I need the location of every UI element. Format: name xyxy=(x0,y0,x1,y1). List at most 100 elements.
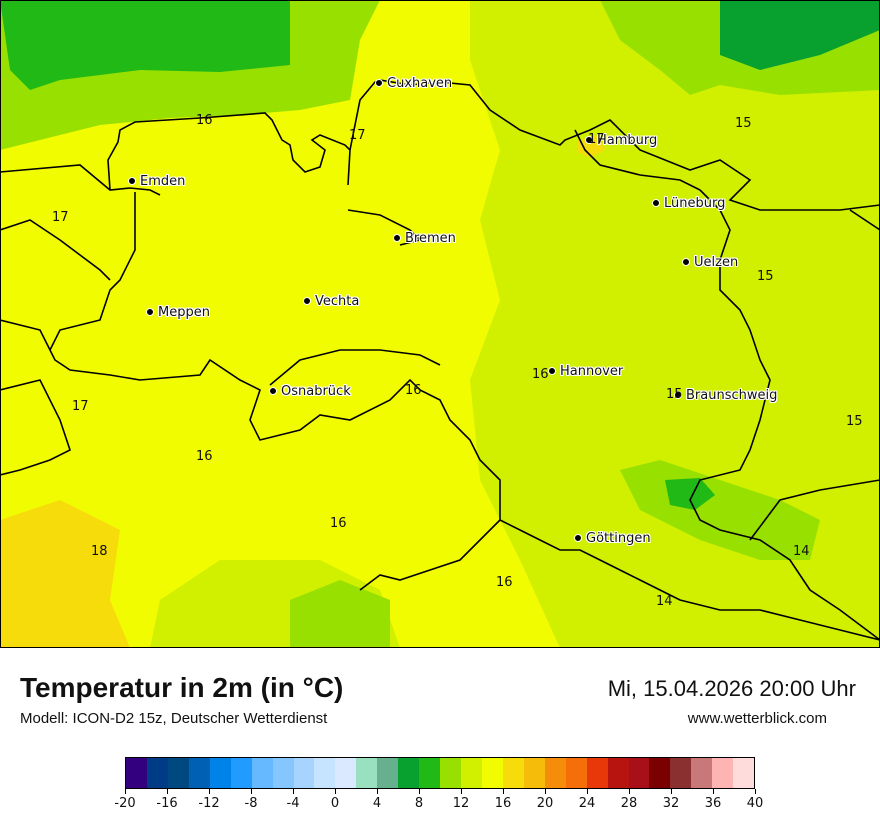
colorbar-segment xyxy=(461,758,482,788)
city-label: Hamburg xyxy=(585,134,657,147)
colorbar-segment xyxy=(565,758,587,788)
city-marker-icon xyxy=(682,257,690,266)
temperature-label: 15 xyxy=(846,414,863,429)
colorbar-segment xyxy=(188,758,210,788)
chart-title: Temperatur in 2m (in °C) xyxy=(20,672,344,703)
colorbar-segment xyxy=(314,758,336,788)
model-info: Modell: ICON-D2 15z, Deutscher Wetterdie… xyxy=(20,710,328,727)
colorbar-segment xyxy=(607,758,629,788)
city-label: Lüneburg xyxy=(652,197,725,210)
city-marker-icon xyxy=(574,533,582,542)
colorbar-tick xyxy=(334,789,336,794)
colorbar-tick xyxy=(502,789,504,794)
colorbar-segment xyxy=(209,758,231,788)
colorbar-tick-label: 8 xyxy=(414,796,424,811)
colorbar-tick-label: 20 xyxy=(536,796,554,811)
colorbar-tick xyxy=(250,789,252,794)
colorbar-segment xyxy=(502,758,524,788)
colorbar-tick-label: 28 xyxy=(620,796,638,811)
colorbar-tick xyxy=(754,789,756,794)
city-marker-icon xyxy=(146,307,154,316)
colorbar-segment xyxy=(335,758,357,788)
city-label: Uelzen xyxy=(682,256,738,269)
colorbar-segment xyxy=(440,758,461,788)
colorbar-tick-label: 12 xyxy=(452,796,470,811)
temperature-label: 15 xyxy=(757,269,774,284)
colorbar-tick xyxy=(208,789,210,794)
website-link[interactable]: www.wetterblick.com xyxy=(687,710,827,727)
colorbar xyxy=(125,757,755,789)
colorbar-segment xyxy=(230,758,252,788)
temperature-label: 17 xyxy=(52,210,69,225)
colorbar-segment xyxy=(523,758,545,788)
colorbar-segment xyxy=(733,758,755,788)
colorbar-tick xyxy=(376,789,378,794)
city-marker-icon xyxy=(652,198,660,207)
colorbar-tick-label: 36 xyxy=(704,796,722,811)
colorbar-tick xyxy=(124,789,126,794)
colorbar-segment xyxy=(481,758,503,788)
colorbar-tick xyxy=(418,789,420,794)
temperature-label: 16 xyxy=(496,575,513,590)
colorbar-tick-label: 0 xyxy=(330,796,340,811)
colorbar-tick-label: 4 xyxy=(372,796,382,811)
colorbar-segment xyxy=(146,758,168,788)
city-label: Bremen xyxy=(393,232,456,245)
temperature-map: Cuxhaven Hamburg Emden Lüneburg Bremen Uelzen… xyxy=(0,0,880,648)
city-marker-icon xyxy=(128,176,136,185)
temperature-label: 16 xyxy=(196,449,213,464)
temperature-label: 18 xyxy=(91,544,108,559)
colorbar-segment xyxy=(377,758,399,788)
temperature-label: 15 xyxy=(735,116,752,131)
colorbar-tick-label: 24 xyxy=(578,796,596,811)
temperature-label: 16 xyxy=(196,113,213,128)
colorbar-ticks: -20 -16 -12 -8 -4 0 4 8 12 16 20 24 28 32 36 40 xyxy=(114,789,763,819)
colorbar-segment xyxy=(712,758,734,788)
city-label: Emden xyxy=(128,175,185,188)
colorbar-tick-label: 16 xyxy=(494,796,512,811)
colorbar-tick xyxy=(628,789,630,794)
colorbar-tick-label: -8 xyxy=(244,796,258,811)
city-label: Osnabrück xyxy=(269,385,351,398)
colorbar-tick xyxy=(292,789,294,794)
map-canvas xyxy=(0,0,880,648)
temperature-label: 17 xyxy=(349,128,366,143)
city-marker-icon xyxy=(375,78,383,87)
colorbar-tick-label: -16 xyxy=(156,796,178,811)
city-marker-icon xyxy=(303,296,311,305)
city-marker-icon xyxy=(393,233,401,242)
colorbar-segment xyxy=(649,758,671,788)
colorbar-segment xyxy=(544,758,566,788)
forecast-datetime: Mi, 15.04.2026 20:00 Uhr xyxy=(607,676,856,701)
colorbar-tick xyxy=(586,789,588,794)
temperature-label: 16 xyxy=(532,367,549,382)
colorbar-segment xyxy=(272,758,294,788)
city-label: Cuxhaven xyxy=(375,77,452,90)
colorbar-segment xyxy=(356,758,378,788)
city-label: Vechta xyxy=(303,295,359,308)
temperature-label: 14 xyxy=(656,594,673,609)
colorbar-tick xyxy=(670,789,672,794)
city-label: Braunschweig xyxy=(674,389,777,402)
colorbar-segment xyxy=(126,758,147,788)
city-marker-icon xyxy=(269,386,277,395)
colorbar-segment xyxy=(167,758,189,788)
colorbar-tick xyxy=(712,789,714,794)
city-marker-icon xyxy=(548,366,556,375)
colorbar-segment xyxy=(691,758,713,788)
colorbar-tick-label: -12 xyxy=(198,796,220,811)
colorbar-tick xyxy=(166,789,168,794)
colorbar-segment xyxy=(586,758,608,788)
city-label: Göttingen xyxy=(574,532,651,545)
colorbar-segment xyxy=(293,758,315,788)
colorbar-segment xyxy=(628,758,650,788)
colorbar-tick-label: 40 xyxy=(746,796,764,811)
temperature-label: 17 xyxy=(72,399,89,414)
temperature-label: 15 xyxy=(666,387,683,402)
city-marker-icon xyxy=(585,135,593,144)
colorbar-segment xyxy=(251,758,273,788)
city-marker-icon xyxy=(674,390,682,399)
city-label: Meppen xyxy=(146,306,210,319)
colorbar-segment xyxy=(419,758,441,788)
colorbar-segment xyxy=(670,758,692,788)
